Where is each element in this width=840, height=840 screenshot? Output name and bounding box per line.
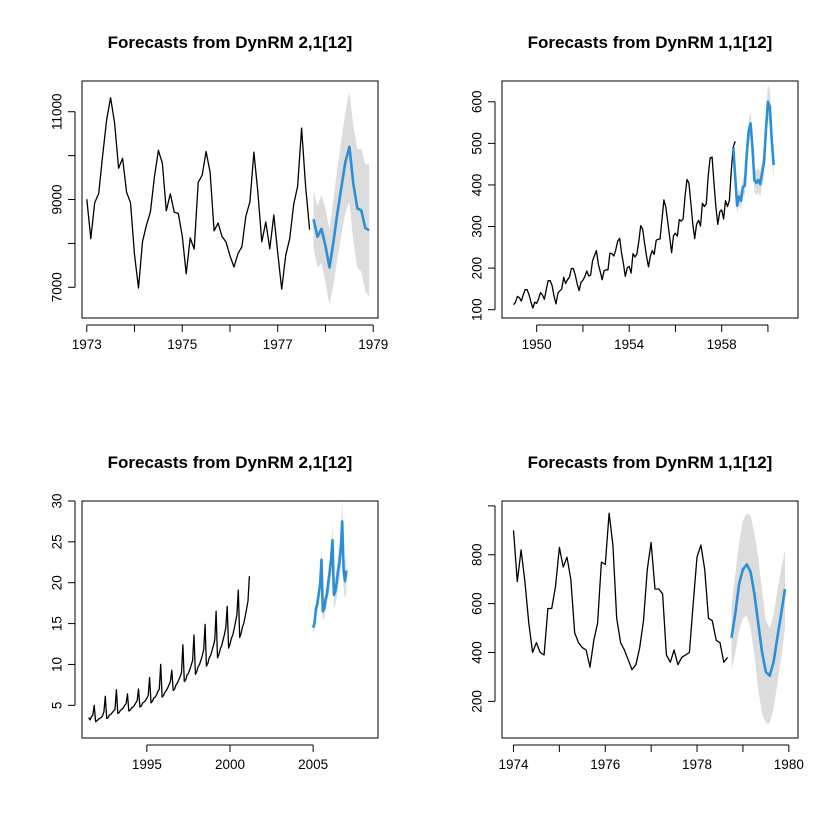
y-tick-label: 600 xyxy=(470,592,485,615)
prediction-interval-band xyxy=(313,92,370,305)
chart-panel-4: Forecasts from DynRM 1,1[12] 1974 1976 1978… xyxy=(470,453,804,772)
plot-frame xyxy=(501,500,799,739)
x-tick-label: 1973 xyxy=(72,337,102,352)
chart-title: Forecasts from DynRM 1,1[12] xyxy=(528,453,773,472)
y-tick-label: 400 xyxy=(470,641,485,664)
y-tick-label: 15 xyxy=(50,616,65,631)
x-tick-label: 1978 xyxy=(682,757,712,772)
plot-frame xyxy=(501,80,799,319)
chart-panel-2: Forecasts from DynRM 1,1[12] 1950 1954 1958… xyxy=(470,33,799,352)
y-tick-label: 800 xyxy=(470,543,485,566)
x-tick-label: 1950 xyxy=(522,337,552,352)
y-tick-label: 20 xyxy=(50,575,65,590)
y-tick-label: 10 xyxy=(50,657,65,672)
chart-title: Forecasts from DynRM 2,1[12] xyxy=(108,33,353,52)
y-tick-label: 11000 xyxy=(50,93,65,130)
chart-panel-3: Forecasts from DynRM 2,1[12] 1995 2000 2005… xyxy=(50,453,379,772)
plot-frame xyxy=(81,80,379,319)
x-tick-label: 1977 xyxy=(263,337,293,352)
y-tick-label: 600 xyxy=(470,91,485,114)
x-tick-label: 1980 xyxy=(774,757,804,772)
history-series-line xyxy=(513,141,736,309)
x-tick-label: 1974 xyxy=(498,757,529,772)
y-tick-label: 7000 xyxy=(50,272,65,302)
y-tick-label: 300 xyxy=(470,215,485,238)
x-tick-label: 1995 xyxy=(132,757,162,772)
x-tick-label: 2005 xyxy=(298,757,328,772)
y-tick-label: 30 xyxy=(50,493,65,508)
y-tick-label: 200 xyxy=(470,257,485,280)
forecast-series-line xyxy=(312,145,370,269)
chart-title: Forecasts from DynRM 2,1[12] xyxy=(108,453,353,472)
plot-frame xyxy=(81,500,379,739)
y-tick-label: 25 xyxy=(50,534,65,549)
x-tick-label: 1975 xyxy=(167,337,197,352)
history-series-line xyxy=(512,512,729,671)
y-tick-label: 5 xyxy=(50,702,65,710)
y-tick-label: 200 xyxy=(470,690,485,713)
x-tick-label: 2000 xyxy=(215,757,245,772)
y-tick-label: 100 xyxy=(470,298,485,321)
x-tick-label: 1979 xyxy=(358,337,388,352)
chart-panel-1: Forecasts from DynRM 2,1[12] 1973 1975 1977… xyxy=(50,33,389,352)
prediction-interval-band xyxy=(733,85,774,214)
y-tick-label: 9000 xyxy=(50,184,65,214)
forecast-series-line xyxy=(732,100,775,207)
forecast-series-line xyxy=(311,520,348,629)
x-tick-label: 1954 xyxy=(614,337,645,352)
x-tick-label: 1976 xyxy=(590,757,620,772)
history-series-line xyxy=(86,97,311,290)
y-tick-label: 400 xyxy=(470,174,485,197)
forecast-series-line xyxy=(730,563,787,678)
y-tick-label: 500 xyxy=(470,132,485,155)
history-series-line xyxy=(88,576,251,723)
chart-title: Forecasts from DynRM 1,1[12] xyxy=(528,33,773,52)
x-tick-label: 1958 xyxy=(707,337,737,352)
